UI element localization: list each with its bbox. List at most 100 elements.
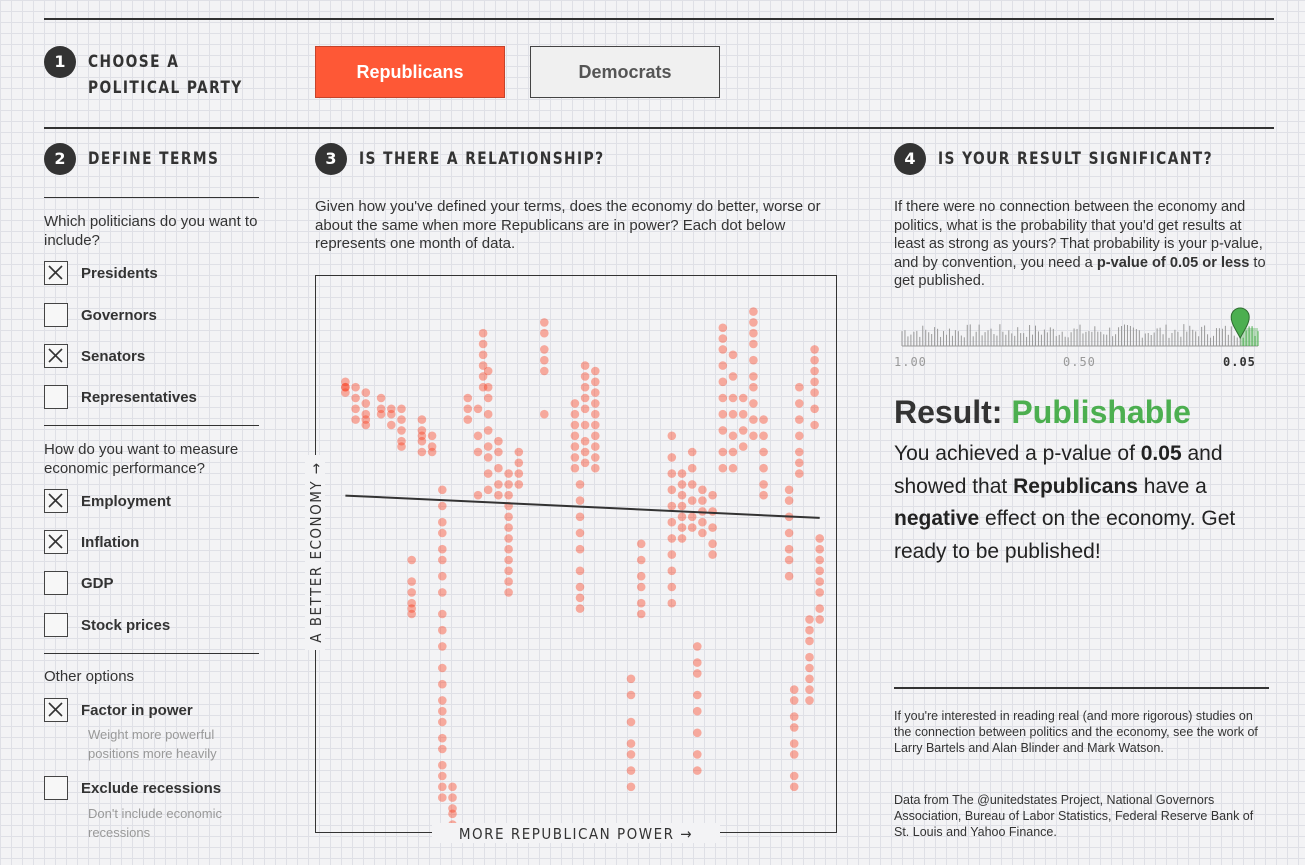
data-point bbox=[351, 393, 360, 403]
data-point bbox=[718, 345, 728, 354]
data-point bbox=[759, 490, 768, 500]
data-point bbox=[815, 566, 824, 576]
other-options-label: Other options bbox=[44, 668, 135, 685]
data-point bbox=[570, 442, 580, 451]
data-point bbox=[749, 431, 758, 441]
data-point bbox=[580, 361, 590, 370]
data-point bbox=[483, 426, 493, 435]
data-point bbox=[407, 604, 416, 613]
data-point bbox=[626, 782, 636, 792]
data-point bbox=[693, 658, 702, 667]
data-point bbox=[698, 528, 707, 538]
checkbox-box[interactable] bbox=[44, 571, 68, 595]
data-point bbox=[810, 388, 819, 397]
data-point bbox=[504, 523, 513, 532]
checkbox-label: Exclude recessions bbox=[81, 779, 222, 797]
data-point bbox=[795, 431, 804, 441]
data-point bbox=[570, 399, 580, 408]
checkbox-gdp[interactable]: GDP bbox=[44, 571, 114, 595]
checkbox-senators[interactable]: Senators bbox=[44, 344, 145, 368]
checkbox-label: Presidents bbox=[81, 264, 158, 282]
checkbox-box[interactable] bbox=[44, 776, 68, 800]
data-point bbox=[805, 652, 814, 662]
p-value-marker-icon[interactable] bbox=[1230, 307, 1250, 340]
data-point bbox=[407, 555, 416, 565]
checkbox-box[interactable] bbox=[44, 489, 68, 513]
data-point bbox=[504, 544, 513, 554]
data-point bbox=[667, 550, 677, 559]
data-point bbox=[397, 404, 406, 414]
p-value-scale bbox=[901, 307, 1259, 347]
data-point bbox=[677, 480, 687, 489]
data-point bbox=[580, 404, 590, 414]
data-point bbox=[580, 458, 590, 468]
checkbox-box[interactable] bbox=[44, 385, 68, 409]
result-text: You achieved a p-value of bbox=[894, 442, 1141, 465]
data-point bbox=[341, 388, 350, 397]
checkbox-box[interactable] bbox=[44, 613, 68, 637]
significance-intro-emphasis: p-value of 0.05 or less bbox=[1096, 254, 1250, 271]
checkbox-representatives[interactable]: Representatives bbox=[44, 385, 197, 409]
data-point bbox=[667, 485, 677, 495]
data-point bbox=[438, 663, 447, 673]
checkbox-presidents[interactable]: Presidents bbox=[44, 261, 158, 285]
checkbox-inflation[interactable]: Inflation bbox=[44, 530, 139, 554]
data-point bbox=[438, 696, 447, 705]
data-point bbox=[718, 447, 728, 457]
data-point bbox=[438, 501, 447, 511]
data-point bbox=[708, 539, 717, 549]
data-point bbox=[483, 393, 493, 403]
data-point bbox=[397, 415, 406, 424]
data-point bbox=[351, 404, 360, 414]
data-point bbox=[795, 382, 804, 392]
data-point bbox=[626, 766, 636, 775]
checkbox-factor-in-power[interactable]: Factor in power bbox=[44, 698, 193, 722]
result-effect: negative bbox=[894, 507, 980, 530]
data-point bbox=[580, 393, 590, 403]
data-point bbox=[810, 404, 819, 414]
data-point bbox=[427, 431, 437, 441]
data-point bbox=[448, 782, 457, 792]
measure-question: How do you want to measure economic perf… bbox=[44, 441, 239, 477]
checkbox-label: Senators bbox=[81, 347, 146, 365]
checkbox-governors[interactable]: Governors bbox=[44, 303, 157, 327]
data-point bbox=[693, 669, 702, 678]
data-point bbox=[667, 582, 677, 592]
p-scale-label-mid: 0.50 bbox=[1063, 355, 1096, 369]
data-point bbox=[591, 463, 600, 473]
data-point bbox=[626, 739, 636, 748]
republicans-button[interactable]: Republicans bbox=[315, 46, 505, 98]
data-point bbox=[478, 372, 488, 381]
data-point bbox=[693, 642, 702, 651]
democrats-button[interactable]: Democrats bbox=[530, 46, 720, 98]
checkbox-stock-prices[interactable]: Stock prices bbox=[44, 613, 170, 637]
checkbox-box[interactable] bbox=[44, 698, 68, 722]
data-point bbox=[805, 696, 814, 705]
data-point bbox=[815, 555, 824, 565]
data-point bbox=[759, 431, 768, 441]
data-point bbox=[341, 382, 350, 392]
exclude-recessions-description: Don't include economic recessions bbox=[88, 806, 222, 840]
data-point bbox=[810, 377, 819, 387]
checkbox-box[interactable] bbox=[44, 344, 68, 368]
data-point bbox=[540, 409, 549, 419]
data-point bbox=[494, 447, 503, 457]
data-point bbox=[789, 739, 799, 748]
result-value: Publishable bbox=[1011, 394, 1191, 430]
data-point bbox=[473, 431, 483, 441]
checkbox-exclude-recessions[interactable]: Exclude recessions bbox=[44, 776, 221, 800]
data-point bbox=[728, 372, 738, 381]
checkbox-box[interactable] bbox=[44, 261, 68, 285]
data-point bbox=[815, 604, 824, 613]
data-point bbox=[478, 339, 488, 349]
data-point bbox=[478, 328, 488, 338]
data-point bbox=[397, 426, 406, 435]
data-point bbox=[417, 426, 427, 435]
checkbox-employment[interactable]: Employment bbox=[44, 489, 171, 513]
data-point bbox=[667, 453, 677, 462]
data-point bbox=[718, 361, 728, 370]
data-point bbox=[789, 782, 799, 792]
checkbox-box[interactable] bbox=[44, 530, 68, 554]
checkbox-label: Stock prices bbox=[81, 616, 171, 634]
checkbox-box[interactable] bbox=[44, 303, 68, 327]
